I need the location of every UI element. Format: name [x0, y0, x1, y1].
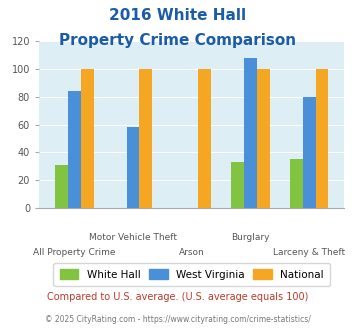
- Bar: [290, 159, 303, 208]
- Bar: [81, 69, 94, 208]
- Bar: [303, 97, 316, 208]
- Bar: [244, 58, 257, 208]
- Text: Property Crime Comparison: Property Crime Comparison: [59, 33, 296, 48]
- Text: All Property Crime: All Property Crime: [33, 248, 115, 257]
- Bar: [198, 69, 211, 208]
- Text: Larceny & Theft: Larceny & Theft: [273, 248, 345, 257]
- Bar: [257, 69, 270, 208]
- Text: © 2025 CityRating.com - https://www.cityrating.com/crime-statistics/: © 2025 CityRating.com - https://www.city…: [45, 315, 310, 324]
- Text: Compared to U.S. average. (U.S. average equals 100): Compared to U.S. average. (U.S. average …: [47, 292, 308, 302]
- Text: 2016 White Hall: 2016 White Hall: [109, 8, 246, 23]
- Bar: [316, 69, 328, 208]
- Bar: [68, 91, 81, 208]
- Text: Motor Vehicle Theft: Motor Vehicle Theft: [89, 233, 177, 242]
- Bar: [126, 127, 140, 208]
- Bar: [55, 165, 68, 208]
- Bar: [231, 162, 244, 208]
- Text: Arson: Arson: [179, 248, 204, 257]
- Legend: White Hall, West Virginia, National: White Hall, West Virginia, National: [54, 263, 330, 286]
- Text: Burglary: Burglary: [231, 233, 270, 242]
- Bar: [140, 69, 152, 208]
